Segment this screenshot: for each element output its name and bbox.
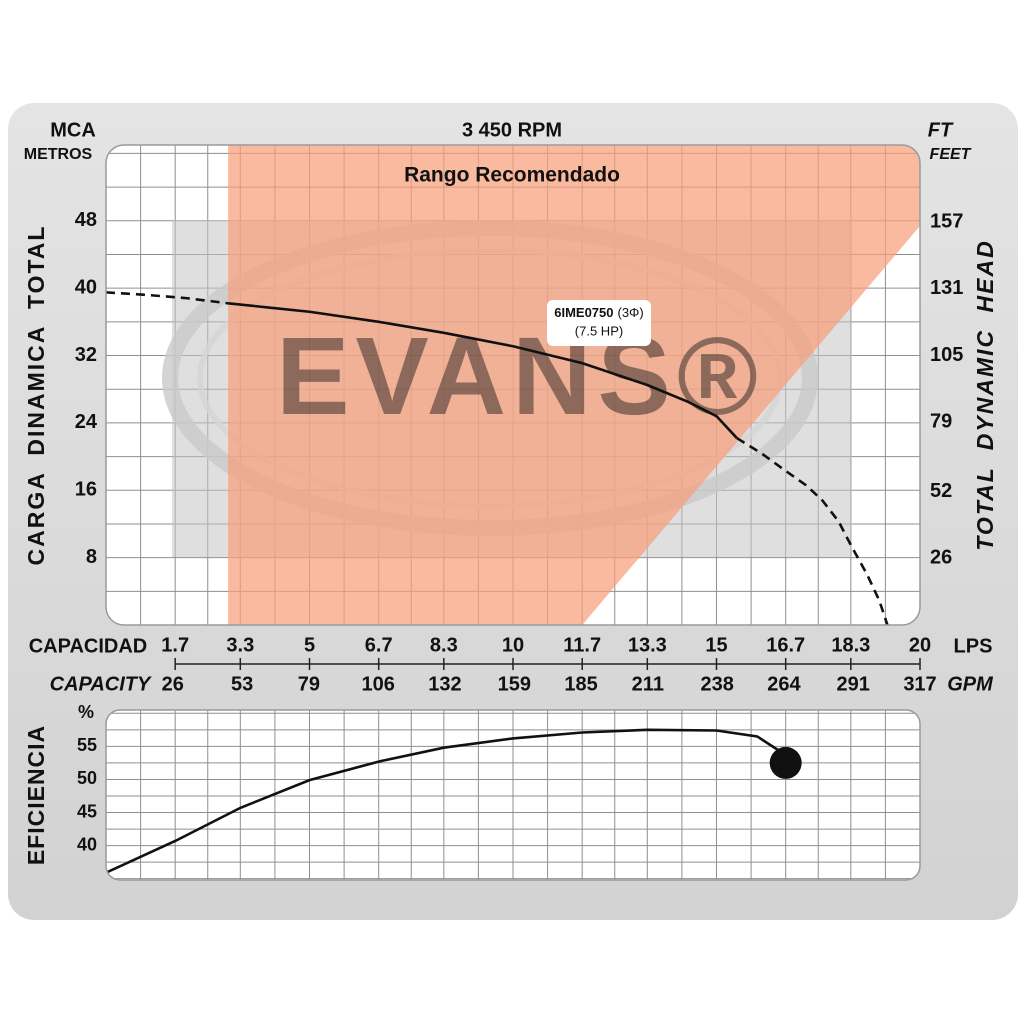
y2-tick-label: 105: [930, 344, 963, 366]
y-tick-label: 40: [75, 276, 97, 298]
curve: [106, 291, 229, 305]
curve: [106, 728, 787, 874]
x-tick-label: 18.3: [831, 634, 870, 656]
labels: 3 450 RPM MCA METROS FT FEET CARGA DINAM…: [23, 119, 998, 865]
x-tick-label: 6.7: [365, 634, 393, 656]
x-tick-label: 8.3: [430, 634, 458, 656]
y2-tick-label: 52: [930, 480, 952, 502]
hp-marker-label: 7.5: [778, 751, 793, 763]
phase: (3Φ): [618, 305, 644, 320]
hp-marker: [769, 746, 802, 779]
annotation: 6IME0750 (3Φ): [554, 305, 644, 320]
y2-unit: FT: [928, 119, 954, 141]
x-tick-label: 13.3: [628, 634, 667, 656]
plot-border: [105, 709, 921, 881]
x-unit: LPS: [954, 635, 993, 657]
annotation-box: [547, 300, 651, 346]
y-tick-label: 32: [75, 344, 97, 366]
y2-tick-label: 26: [930, 547, 952, 569]
x2-tick-label: 106: [362, 673, 395, 695]
x2-tick-label: 26: [162, 673, 184, 695]
x2-tick-label: 79: [298, 673, 320, 695]
x-tick-label: 20: [909, 634, 931, 656]
x-tick-label: 10: [502, 634, 524, 656]
y-tick-label: 24: [75, 411, 98, 433]
hp-marker-label: HP: [778, 763, 793, 775]
x-tick-label: 3.3: [226, 634, 254, 656]
efficiency-unit: %: [78, 702, 94, 722]
y-tick-label: 16: [75, 479, 97, 501]
x2-tick-label: 159: [498, 673, 531, 695]
head-plot: EVANS® Rango Recomendado: [106, 145, 920, 625]
chart-title: 3 450 RPM: [462, 119, 562, 141]
x-tick-label: 16.7: [766, 634, 805, 656]
x-tick-label: 15: [705, 634, 727, 656]
x2-tick-label: 264: [767, 673, 801, 695]
x2-tick-label: 238: [700, 673, 733, 695]
y-unit-sub: METROS: [24, 146, 93, 163]
recommended-range: [228, 145, 920, 625]
x2-tick-label: 185: [564, 673, 597, 695]
x2-axis-label: CAPACITY: [50, 673, 152, 695]
y2-axis-label: TOTAL DYNAMIC HEAD: [972, 239, 998, 550]
x-tick-label: 11.7: [563, 634, 601, 656]
x2-tick-label: 317: [903, 673, 936, 695]
x-tick-label: 5: [304, 634, 315, 656]
x2-tick-label: 291: [837, 673, 870, 695]
y-axis-label: CARGA DINAMICA TOTAL: [23, 225, 49, 566]
y2-tick-label: 157: [930, 210, 963, 232]
x-axis-label: CAPACIDAD: [29, 635, 148, 657]
y2-tick-label: 131: [930, 277, 963, 299]
curve: [227, 302, 738, 439]
x2-tick-label: 211: [632, 673, 664, 695]
x2-unit: GPM: [947, 673, 994, 695]
annotation-power: (7.5 HP): [575, 323, 623, 338]
x-tick-label: 1.7: [161, 634, 189, 656]
efficiency-axis-label: EFICIENCIA: [23, 725, 49, 865]
watermark: EVANS®: [276, 315, 764, 438]
x2-tick-label: 132: [428, 673, 461, 695]
y-unit: MCA: [50, 119, 96, 141]
y-tick-label: 8: [86, 546, 97, 568]
y-tick-label: 48: [75, 209, 97, 231]
x2-tick-label: 53: [231, 673, 253, 695]
y2-unit-sub: FEET: [930, 146, 972, 163]
plot-border: [105, 144, 921, 626]
efficiency-tick-label: 40: [77, 834, 97, 854]
y2-tick-label: 79: [930, 411, 952, 433]
range-label: Rango Recomendado: [404, 164, 620, 187]
model: 6IME0750: [554, 305, 613, 320]
efficiency-tick-label: 50: [77, 768, 97, 788]
efficiency-tick-label: 55: [77, 735, 97, 755]
efficiency-tick-label: 45: [77, 801, 97, 821]
